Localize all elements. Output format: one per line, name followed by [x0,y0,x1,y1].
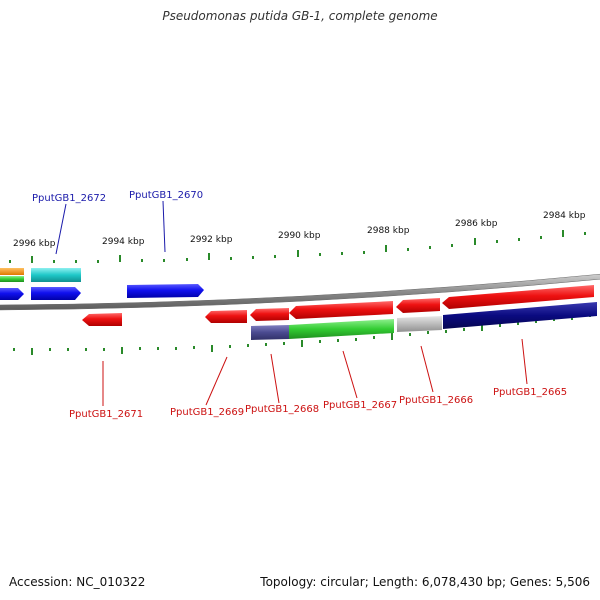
gene-arrow[interactable] [127,284,204,298]
gene-arrow[interactable] [205,310,247,323]
inner-tick-ring [13,313,591,355]
scale-label: 2990 kbp [278,231,321,241]
cog-block [251,325,289,340]
leader-line [342,350,358,399]
forward-strand-genes [0,284,204,300]
gene-arrow[interactable] [0,288,24,300]
cog-track-outer [0,268,81,282]
genome-summary: Topology: circular; Length: 6,078,430 bp… [260,575,590,589]
leader-line [521,338,528,385]
leader-line [162,200,166,253]
scale-label: 2994 kbp [102,237,145,247]
cog-block [0,276,24,282]
leader-line [270,353,280,404]
cog-block [0,268,24,275]
genome-backbone [0,273,600,311]
top-gene-labels: PputGB1_2672 PputGB1_2670 [32,190,203,204]
genes-label: Genes: [509,575,552,589]
gene-arrow[interactable] [250,308,289,321]
gene-label[interactable]: PputGB1_2669 [170,407,244,418]
bottom-gene-labels: PputGB1_2671 PputGB1_2669 PputGB1_2668 P… [69,387,567,420]
leader-line [205,356,228,406]
gene-label[interactable]: PputGB1_2667 [323,400,397,411]
bottom-leader-lines [102,338,528,406]
scale-labels: 2996 kbp 2994 kbp 2992 kbp 2990 kbp 2988… [13,211,586,249]
scale-label: 2988 kbp [367,226,410,236]
gene-label[interactable]: PputGB1_2670 [129,190,203,201]
gene-arrow[interactable] [442,285,594,309]
reverse-strand-genes [82,285,594,326]
scale-label: 2986 kbp [455,219,498,229]
scale-label: 2984 kbp [543,211,586,221]
gene-label[interactable]: PputGB1_2665 [493,387,567,398]
accession-info: Accession: NC_010322 [9,575,145,589]
accession-label: Accession: [9,575,73,589]
scale-label: 2992 kbp [190,235,233,245]
scale-label: 2996 kbp [13,239,56,249]
accession-value: NC_010322 [76,575,146,589]
gene-label[interactable]: PputGB1_2668 [245,404,319,415]
gene-arrow[interactable] [31,287,81,300]
leader-line [420,345,434,393]
gene-arrow[interactable] [82,313,122,326]
cog-block [443,302,597,329]
outer-tick-ring [9,230,586,263]
top-leader-lines [55,200,166,255]
length-value: 6,078,430 bp; [421,575,507,589]
cog-track-inner [251,302,597,340]
cog-block [31,268,81,282]
gene-label[interactable]: PputGB1_2671 [69,409,143,420]
gene-arrow[interactable] [396,298,440,313]
page-title: Pseudomonas putida GB-1, complete genome [162,9,438,23]
genes-value: 5,506 [555,575,590,589]
gene-arrow[interactable] [289,301,393,319]
cog-block [397,316,442,332]
cog-block [289,319,394,339]
leader-line [55,203,67,255]
topology-label: Topology: [260,575,317,589]
topology-value: circular; [320,575,369,589]
length-label: Length: [372,575,419,589]
gene-label[interactable]: PputGB1_2672 [32,193,106,204]
gene-label[interactable]: PputGB1_2666 [399,395,473,406]
